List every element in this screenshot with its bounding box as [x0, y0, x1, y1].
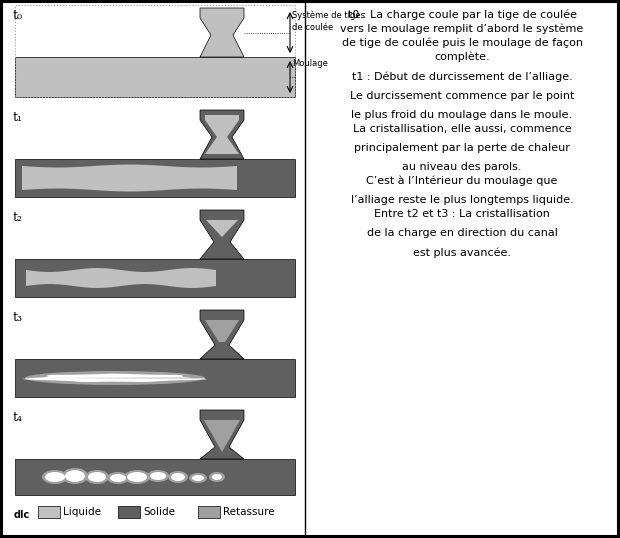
Ellipse shape: [212, 474, 222, 480]
Polygon shape: [22, 373, 206, 382]
Text: t₃: t₃: [13, 311, 23, 324]
Ellipse shape: [209, 472, 225, 482]
Ellipse shape: [107, 472, 129, 484]
Polygon shape: [205, 320, 239, 342]
Ellipse shape: [147, 470, 169, 482]
Text: Entre t2 et t3 : La cristallisation: Entre t2 et t3 : La cristallisation: [374, 209, 550, 219]
Bar: [15, 259, 295, 297]
Bar: [15, 459, 295, 495]
Text: t₀: t₀: [13, 9, 23, 22]
Ellipse shape: [192, 475, 204, 481]
Ellipse shape: [189, 473, 207, 483]
Polygon shape: [204, 420, 240, 452]
Text: t0 : La charge coule par la tige de coulée: t0 : La charge coule par la tige de coul…: [347, 10, 577, 20]
Bar: [15, 359, 295, 397]
Text: principalement par la perte de chaleur: principalement par la perte de chaleur: [354, 143, 570, 153]
Bar: [118, 506, 140, 518]
Text: La cristallisation, elle aussi, commence: La cristallisation, elle aussi, commence: [353, 124, 571, 134]
Text: Solide: Solide: [143, 507, 175, 517]
Bar: [15, 57, 295, 97]
Polygon shape: [200, 210, 244, 259]
Text: vers le moulage remplit d’abord le système: vers le moulage remplit d’abord le systè…: [340, 24, 583, 34]
Text: C’est à l’Intérieur du moulage que: C’est à l’Intérieur du moulage que: [366, 176, 557, 187]
Ellipse shape: [110, 474, 126, 482]
Bar: [38, 506, 60, 518]
Text: Retassure: Retassure: [223, 507, 275, 517]
Text: de la charge en direction du canal: de la charge en direction du canal: [366, 228, 557, 238]
Ellipse shape: [65, 470, 85, 482]
Bar: [15, 159, 295, 197]
Polygon shape: [206, 220, 238, 237]
Polygon shape: [22, 165, 237, 192]
Text: Liquide: Liquide: [63, 507, 101, 517]
Text: t₄: t₄: [13, 411, 23, 424]
Polygon shape: [200, 310, 244, 359]
Polygon shape: [26, 268, 216, 288]
Ellipse shape: [25, 371, 205, 385]
Text: Système de tiges
de coulée: Système de tiges de coulée: [292, 11, 365, 32]
Ellipse shape: [124, 470, 150, 484]
Text: au niveau des parols.: au niveau des parols.: [402, 162, 522, 172]
Bar: [198, 506, 220, 518]
Ellipse shape: [62, 468, 88, 484]
Text: t₁: t₁: [13, 111, 23, 124]
Polygon shape: [205, 115, 239, 154]
Text: le plus froid du moulage dans le moule.: le plus froid du moulage dans le moule.: [352, 110, 572, 120]
Text: l’alliage reste le plus longtemps liquide.: l’alliage reste le plus longtemps liquid…: [351, 195, 574, 205]
Ellipse shape: [168, 471, 188, 483]
Polygon shape: [200, 8, 244, 57]
Text: t₂: t₂: [13, 211, 23, 224]
Ellipse shape: [127, 472, 147, 482]
Ellipse shape: [42, 470, 68, 484]
Text: t1 : Début de durcissement de l’alliage.: t1 : Début de durcissement de l’alliage.: [352, 72, 572, 82]
Polygon shape: [200, 410, 244, 459]
Ellipse shape: [88, 472, 106, 482]
Ellipse shape: [150, 472, 166, 480]
Text: est plus avancée.: est plus avancée.: [413, 247, 511, 258]
Ellipse shape: [85, 470, 109, 484]
Text: de tige de coulée puis le moulage de façon: de tige de coulée puis le moulage de faç…: [342, 38, 583, 48]
Polygon shape: [200, 110, 244, 159]
Bar: [15, 5, 295, 97]
Text: Moulage: Moulage: [292, 59, 328, 68]
Ellipse shape: [171, 473, 185, 481]
Text: complète.: complète.: [434, 52, 490, 62]
Ellipse shape: [45, 472, 65, 482]
Text: Le durcissement commence par le point: Le durcissement commence par le point: [350, 91, 574, 101]
Text: dlc: dlc: [14, 510, 30, 520]
